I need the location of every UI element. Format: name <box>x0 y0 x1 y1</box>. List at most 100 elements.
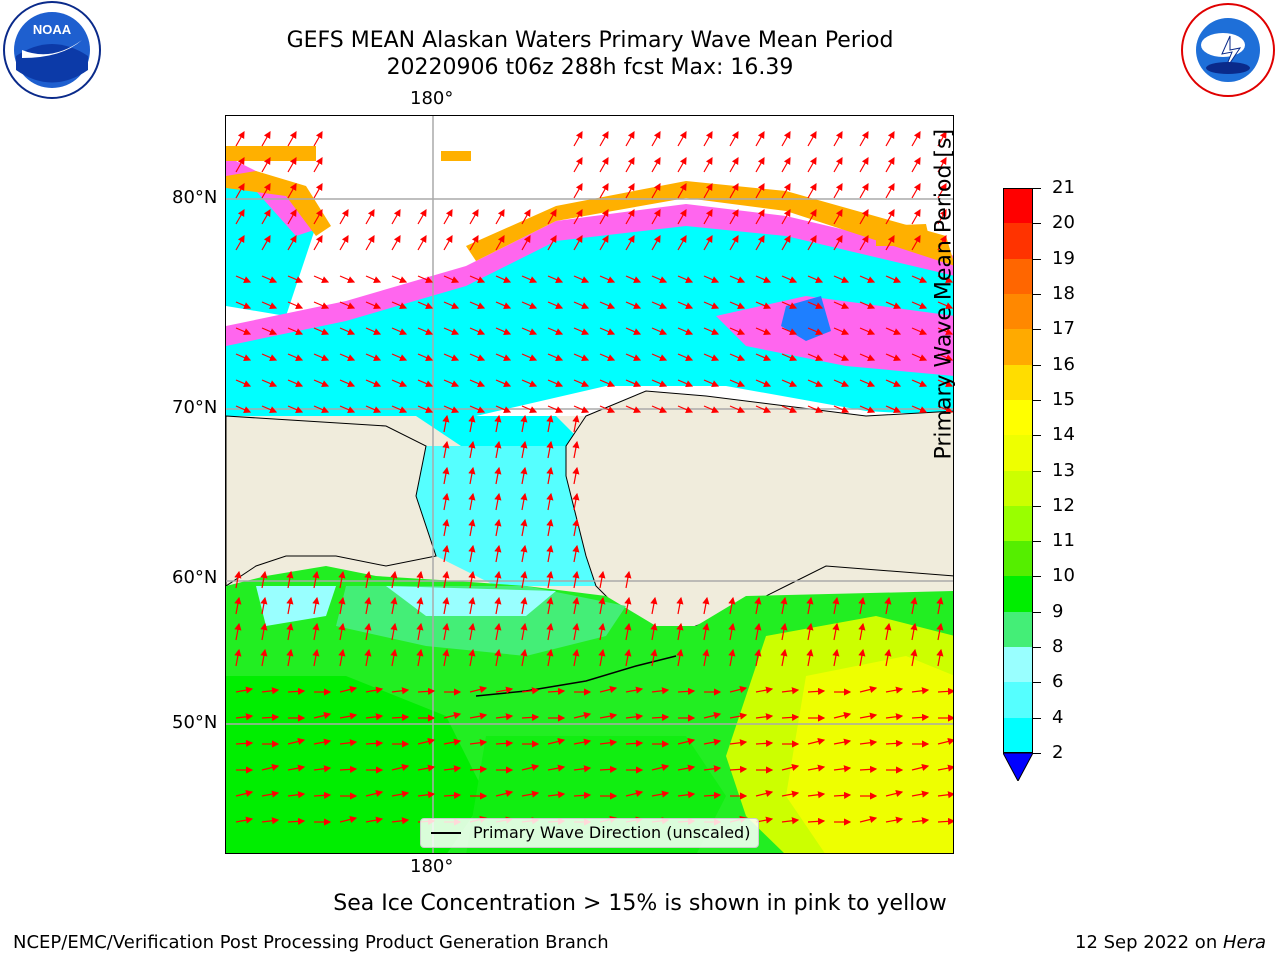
wave-direction-arrow <box>417 301 434 309</box>
chart-subtitle: 20220906 t06z 288h fcst Max: 16.39 <box>386 55 794 80</box>
wave-direction-arrow <box>781 234 791 251</box>
wave-direction-arrow <box>833 275 850 283</box>
wave-direction-arrow <box>885 301 902 309</box>
wave-direction-arrow <box>833 208 843 225</box>
wave-direction-arrow <box>599 130 609 147</box>
wave-direction-arrow <box>339 765 358 773</box>
wave-direction-arrow <box>468 492 476 511</box>
colorbar-tick-label: 11 <box>1052 530 1075 552</box>
wave-direction-arrow <box>755 379 772 387</box>
colorbar-tick-label: 8 <box>1052 636 1064 658</box>
wave-direction-arrow <box>598 596 606 615</box>
wave-direction-arrow <box>572 466 580 485</box>
wave-direction-arrow <box>781 130 791 147</box>
wave-direction-arrow <box>521 208 531 225</box>
wave-direction-arrow <box>677 379 694 387</box>
wave-direction-arrow <box>313 182 323 199</box>
wave-direction-arrow <box>287 182 297 199</box>
wave-direction-arrow <box>651 353 668 361</box>
wave-direction-arrow <box>494 648 502 667</box>
wave-direction-arrow <box>573 379 590 387</box>
wave-direction-arrow <box>547 234 557 251</box>
wave-direction-arrow <box>833 353 850 361</box>
wave-direction-arrow <box>677 405 694 413</box>
wave-direction-arrow <box>833 156 843 173</box>
wave-direction-arrow <box>885 327 902 335</box>
wave-direction-arrow <box>651 301 668 309</box>
wave-direction-arrow <box>937 130 947 147</box>
wave-direction-arrow <box>625 275 642 283</box>
wave-direction-arrow <box>469 234 479 251</box>
wave-direction-arrow <box>781 763 800 771</box>
wave-direction-arrow <box>677 737 696 745</box>
wave-direction-arrow <box>781 182 791 199</box>
wave-direction-arrow <box>338 570 346 589</box>
wave-direction-arrow <box>261 790 280 798</box>
wave-direction-arrow <box>572 648 580 667</box>
wave-direction-arrow <box>261 763 280 771</box>
wave-direction-arrow <box>937 353 953 361</box>
wave-direction-arrow <box>520 518 528 537</box>
wave-direction-arrow <box>443 301 460 309</box>
wave-direction-arrow <box>261 327 278 335</box>
wave-direction-arrow <box>729 353 746 361</box>
wave-direction-arrow <box>651 234 661 251</box>
wave-direction-arrow <box>911 301 928 309</box>
wave-direction-arrow <box>702 596 710 615</box>
wave-direction-arrow <box>417 275 434 283</box>
wave-direction-arrow <box>598 570 606 589</box>
lat-label-50: 50°N <box>172 712 218 733</box>
colorbar-segment <box>1003 435 1033 471</box>
wave-direction-arrow <box>807 275 824 283</box>
wave-direction-arrow <box>703 156 713 173</box>
wave-direction-arrow <box>702 648 710 667</box>
wave-direction-arrow <box>235 182 245 199</box>
wave-direction-arrow <box>832 596 840 615</box>
wave-direction-arrow <box>729 208 739 225</box>
footer-right: 12 Sep 2022 on Hera <box>1075 932 1266 953</box>
wave-direction-arrow <box>495 327 512 335</box>
wave-direction-arrow <box>235 379 252 387</box>
wave-direction-arrow <box>755 353 772 361</box>
colorbar-tick-label: 12 <box>1052 494 1075 516</box>
wave-direction-arrow <box>261 405 278 413</box>
wave-direction-arrow <box>703 327 720 335</box>
wave-direction-arrow <box>260 648 268 667</box>
wave-direction-arrow <box>937 379 953 387</box>
wave-direction-arrow <box>703 130 713 147</box>
wave-direction-arrow <box>728 622 736 641</box>
wave-direction-arrow <box>235 234 245 251</box>
wave-direction-arrow <box>651 156 661 173</box>
wave-direction-arrow <box>651 275 668 283</box>
wave-direction-arrow <box>286 648 294 667</box>
wave-direction-arrow <box>572 544 580 563</box>
wave-direction-arrow <box>677 327 694 335</box>
wave-direction-arrow <box>468 466 476 485</box>
colorbar-segment <box>1003 329 1033 366</box>
wave-direction-arrow <box>521 234 531 251</box>
wave-direction-arrow <box>625 353 642 361</box>
wave-direction-arrow <box>625 301 642 309</box>
chart-title: GEFS MEAN Alaskan Waters Primary Wave Me… <box>286 28 894 53</box>
wave-direction-arrow <box>495 789 514 797</box>
wave-direction-arrow <box>416 648 424 667</box>
lat-label-60: 60°N <box>172 567 218 588</box>
wave-direction-arrow <box>573 182 583 199</box>
wave-direction-arrow <box>572 440 580 459</box>
wave-direction-arrow <box>287 327 304 335</box>
wave-direction-arrow <box>937 687 953 695</box>
wave-direction-arrow <box>391 353 408 361</box>
wave-direction-arrow <box>833 765 852 773</box>
wave-direction-arrow <box>832 648 840 667</box>
wave-direction-arrow <box>521 713 540 721</box>
colorbar-tick-label: 16 <box>1052 353 1075 375</box>
footer-date: 12 Sep 2022 on <box>1075 932 1223 953</box>
wave-direction-arrow <box>234 648 242 667</box>
wave-direction-arrow <box>495 379 512 387</box>
wave-direction-arrow <box>520 570 528 589</box>
colorbar-segment <box>1003 364 1033 401</box>
wave-direction-arrow <box>391 234 401 251</box>
wave-direction-arrow <box>443 353 460 361</box>
wave-direction-arrow <box>911 790 930 798</box>
wave-direction-arrow <box>911 208 921 225</box>
